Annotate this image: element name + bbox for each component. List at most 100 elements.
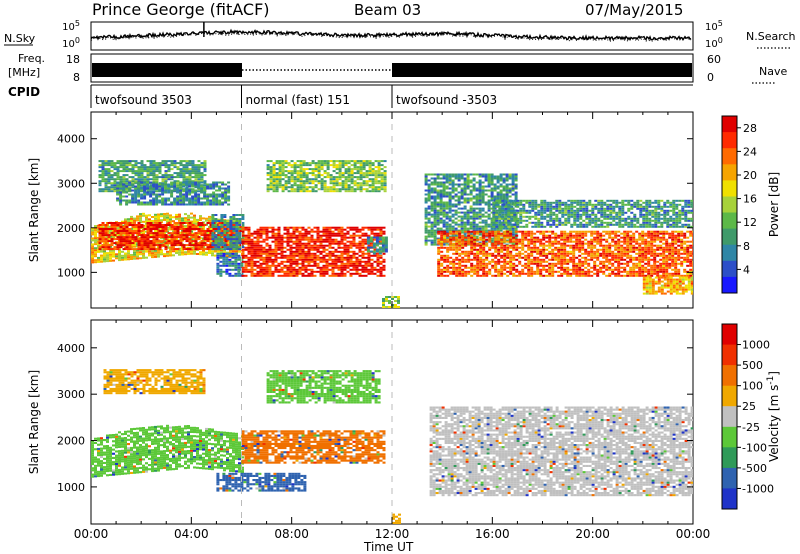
data-cell — [394, 296, 397, 298]
data-cell — [187, 220, 190, 223]
data-cell — [433, 173, 437, 176]
data-cell — [119, 201, 123, 204]
data-cell — [472, 213, 476, 216]
data-cell — [275, 168, 279, 171]
data-cell — [478, 181, 482, 184]
data-cell — [481, 175, 485, 178]
data-cell — [158, 183, 162, 186]
data-cell — [221, 197, 225, 200]
data-cell — [328, 252, 332, 255]
data-cell — [269, 166, 273, 169]
data-cell — [451, 219, 455, 222]
data-cell — [265, 256, 269, 259]
data-cell — [359, 190, 363, 193]
data-cell — [262, 248, 266, 251]
data-cell — [222, 270, 226, 273]
data-cell — [472, 225, 476, 228]
data-cell — [185, 186, 189, 189]
data-cell — [176, 230, 180, 232]
data-cell — [467, 256, 471, 259]
data-cell — [344, 188, 348, 191]
data-cell — [219, 268, 223, 271]
data-cell — [268, 270, 272, 273]
data-cell — [337, 242, 341, 245]
data-cell — [454, 229, 458, 232]
data-cell — [293, 168, 297, 171]
data-cell — [316, 250, 320, 253]
data-cell — [287, 162, 291, 165]
data-cell — [304, 270, 308, 273]
data-cell — [310, 258, 314, 261]
data-cell — [379, 232, 383, 235]
data-cell — [376, 268, 380, 271]
data-cell — [368, 174, 372, 177]
data-cell — [259, 270, 263, 273]
data-cell — [377, 172, 381, 175]
data-cell — [238, 250, 241, 253]
data-cell — [457, 175, 461, 178]
nave-tick-bottom: 0 — [707, 71, 714, 84]
data-cell — [227, 197, 231, 200]
data-cell — [247, 262, 251, 265]
data-cell — [305, 182, 309, 185]
data-cell — [269, 184, 273, 187]
data-cell — [224, 201, 228, 204]
data-cell — [445, 187, 449, 190]
data-cell — [219, 254, 223, 257]
data-cell — [253, 252, 257, 255]
data-cell — [131, 183, 135, 186]
data-cell — [460, 197, 464, 200]
data-cell — [185, 238, 189, 241]
data-cell — [328, 240, 332, 243]
data-cell — [110, 238, 114, 241]
data-cell — [466, 197, 470, 200]
data-cell — [175, 217, 178, 220]
data-cell — [461, 236, 465, 239]
data-cell — [335, 172, 339, 175]
data-cell — [143, 164, 147, 167]
data-cell — [301, 264, 305, 267]
data-cell — [234, 264, 238, 267]
data-cell — [475, 237, 479, 240]
data-cell — [376, 254, 380, 257]
data-cell — [505, 177, 509, 180]
data-cell — [332, 180, 336, 183]
data-cell — [469, 217, 473, 220]
data-cell — [119, 193, 123, 196]
data-cell — [227, 181, 231, 184]
data-cell — [332, 184, 336, 187]
data-cell — [91, 251, 94, 254]
data-cell — [127, 256, 130, 259]
data-cell — [136, 219, 139, 222]
data-cell — [283, 264, 287, 267]
data-cell — [113, 172, 117, 175]
data-cell — [316, 264, 320, 267]
data-cell — [157, 241, 160, 244]
data-cell — [293, 170, 297, 173]
data-cell — [206, 195, 210, 198]
data-cell — [209, 193, 213, 196]
data-cell — [328, 230, 332, 233]
data-cell — [222, 258, 226, 261]
data-cell — [478, 189, 482, 192]
data-cell — [455, 252, 459, 255]
data-cell — [94, 235, 97, 238]
data-cell — [481, 185, 485, 188]
data-cell — [179, 172, 183, 175]
data-cell — [140, 184, 144, 187]
data-cell — [268, 274, 272, 277]
data-cell — [372, 250, 376, 253]
data-cell — [496, 229, 500, 232]
data-cell — [241, 214, 245, 216]
data-cell — [311, 174, 315, 177]
data-cell — [313, 244, 317, 247]
data-cell — [158, 240, 162, 243]
data-cell — [365, 164, 369, 167]
data-cell — [215, 181, 219, 184]
data-cell — [301, 254, 305, 257]
data-cell — [484, 221, 488, 224]
data-cell — [355, 230, 359, 233]
data-cell — [161, 224, 165, 226]
data-cell — [388, 300, 391, 302]
data-cell — [452, 238, 456, 241]
